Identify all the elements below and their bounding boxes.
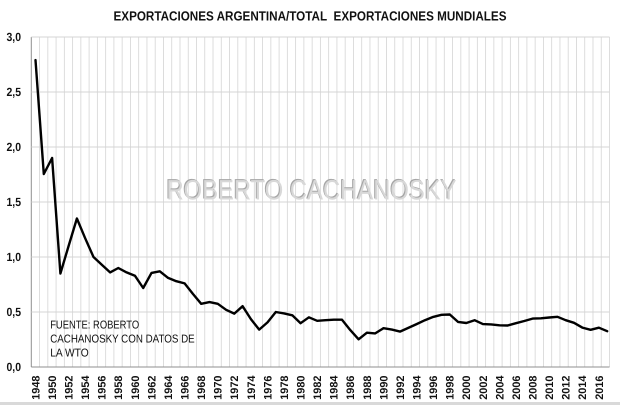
- svg-text:FUENTE: ROBERTO: FUENTE: ROBERTO: [50, 320, 139, 332]
- svg-text:2010: 2010: [544, 376, 556, 400]
- svg-text:CACHANOSKY CON DATOS DE: CACHANOSKY CON DATOS DE: [50, 334, 195, 346]
- svg-text:1976: 1976: [262, 376, 274, 400]
- svg-text:1970: 1970: [213, 376, 225, 400]
- svg-text:1972: 1972: [229, 376, 241, 400]
- svg-text:1982: 1982: [312, 376, 324, 400]
- svg-text:1968: 1968: [196, 376, 208, 400]
- svg-text:LA WTO: LA WTO: [50, 348, 89, 360]
- svg-text:2016: 2016: [594, 376, 606, 400]
- svg-text:ROBERTO CACHANOSKY: ROBERTO CACHANOSKY: [167, 174, 457, 206]
- svg-text:1984: 1984: [329, 376, 341, 400]
- svg-text:2,0: 2,0: [7, 140, 22, 154]
- svg-text:2006: 2006: [511, 376, 523, 400]
- svg-text:1996: 1996: [428, 376, 440, 400]
- svg-text:2014: 2014: [577, 376, 589, 400]
- svg-text:1958: 1958: [113, 376, 125, 400]
- svg-text:1948: 1948: [30, 376, 42, 400]
- svg-text:2,5: 2,5: [7, 85, 22, 99]
- svg-text:1990: 1990: [378, 376, 390, 400]
- svg-text:1,0: 1,0: [7, 250, 22, 264]
- svg-text:1994: 1994: [412, 376, 424, 400]
- svg-text:EXPORTACIONES ARGENTINA/TOTAL: EXPORTACIONES ARGENTINA/TOTAL EXPORTACIO…: [114, 8, 507, 23]
- svg-text:1950: 1950: [47, 376, 59, 400]
- svg-text:1992: 1992: [395, 376, 407, 400]
- svg-text:0,0: 0,0: [7, 360, 22, 374]
- svg-text:1,5: 1,5: [7, 195, 22, 209]
- svg-text:1964: 1964: [163, 376, 175, 400]
- svg-text:1952: 1952: [64, 376, 76, 400]
- svg-text:1966: 1966: [180, 376, 192, 400]
- svg-text:3,0: 3,0: [7, 30, 22, 44]
- svg-text:0,5: 0,5: [7, 305, 22, 319]
- svg-text:2000: 2000: [461, 376, 473, 400]
- svg-text:1988: 1988: [362, 376, 374, 400]
- svg-text:2004: 2004: [494, 376, 506, 400]
- svg-text:2012: 2012: [561, 376, 573, 400]
- svg-text:1960: 1960: [130, 376, 142, 400]
- svg-text:1978: 1978: [279, 376, 291, 400]
- svg-text:ROBERTO CACHANOSKY: ROBERTO CACHANOSKY: [166, 172, 456, 204]
- svg-text:2008: 2008: [528, 376, 540, 400]
- svg-text:1974: 1974: [246, 376, 258, 400]
- svg-text:1954: 1954: [80, 376, 92, 400]
- svg-text:1986: 1986: [345, 376, 357, 400]
- svg-text:1962: 1962: [146, 376, 158, 400]
- svg-text:1980: 1980: [296, 376, 308, 400]
- svg-text:1998: 1998: [445, 376, 457, 400]
- svg-text:2002: 2002: [478, 376, 490, 400]
- svg-text:1956: 1956: [97, 376, 109, 400]
